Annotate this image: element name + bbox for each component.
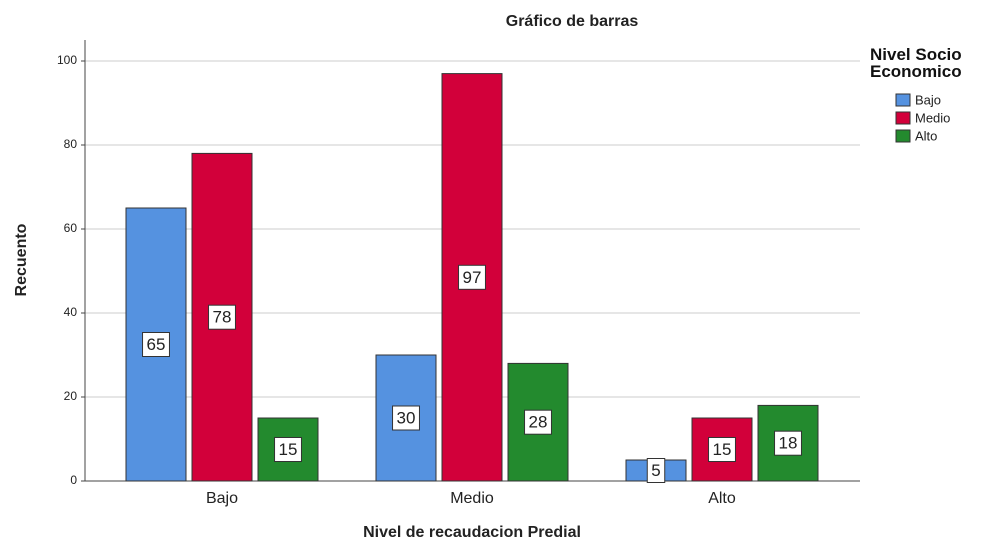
y-tick-label: 0 xyxy=(70,473,77,487)
x-tick-label: Bajo xyxy=(206,490,238,507)
legend-label: Alto xyxy=(915,128,937,143)
data-label: 97 xyxy=(463,268,482,287)
data-label-box xyxy=(646,458,666,483)
data-label: 28 xyxy=(529,413,548,432)
x-tick-label: Medio xyxy=(450,490,494,507)
data-label-box xyxy=(524,409,552,435)
y-tick-label: 40 xyxy=(64,305,78,319)
data-label-box xyxy=(392,405,420,431)
y-tick-label: 80 xyxy=(64,137,78,151)
data-label: 65 xyxy=(147,335,166,354)
bar xyxy=(507,362,569,482)
data-label: 18 xyxy=(779,434,798,453)
data-label-box xyxy=(708,437,736,462)
data-label: 78 xyxy=(213,308,232,327)
data-label: 15 xyxy=(713,440,732,459)
legend-swatch xyxy=(895,93,911,107)
chart-title: Gráfico de barras xyxy=(506,13,639,30)
legend-title: Nivel Socio Economico xyxy=(870,45,962,81)
legend-label: Bajo xyxy=(915,92,941,107)
legend-swatch xyxy=(895,129,911,143)
data-label: 5 xyxy=(651,461,660,480)
y-axis-title: Recuento xyxy=(13,223,30,296)
legend-label: Medio xyxy=(915,110,950,125)
bar xyxy=(257,417,319,482)
data-label-box xyxy=(774,430,802,456)
x-tick-label: Alto xyxy=(708,490,736,507)
data-label-box xyxy=(142,332,170,357)
data-label: 30 xyxy=(397,408,416,427)
y-tick-label: 100 xyxy=(57,53,77,67)
data-label-box xyxy=(208,304,236,330)
data-label-box xyxy=(458,264,486,290)
data-label-box xyxy=(274,437,302,462)
y-tick-label: 20 xyxy=(64,389,78,403)
legend-swatch xyxy=(895,111,911,125)
x-axis-title: Nivel de recaudacion Predial xyxy=(363,524,581,541)
data-label: 15 xyxy=(279,440,298,459)
y-tick-label: 60 xyxy=(64,221,78,235)
